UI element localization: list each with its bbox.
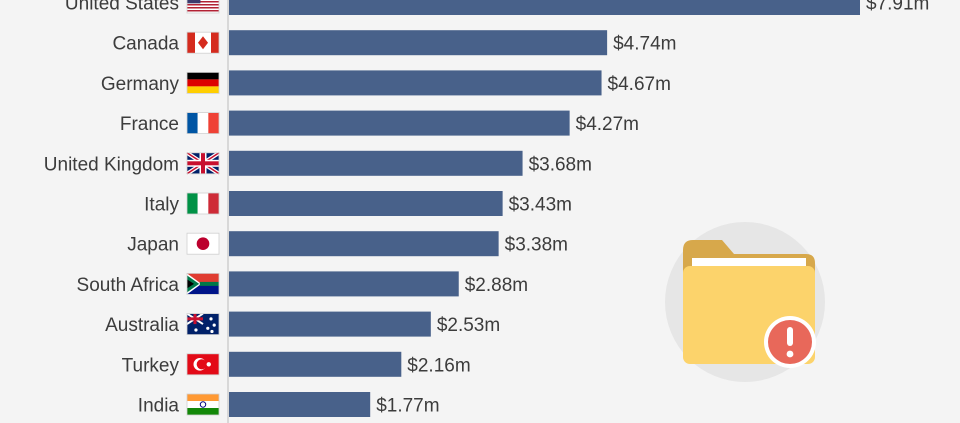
- bar: [229, 311, 431, 337]
- country-label: Australia: [105, 315, 179, 336]
- value-label: $2.53m: [437, 315, 500, 336]
- value-label: $2.88m: [465, 275, 528, 296]
- country-label: South Africa: [77, 275, 180, 296]
- bar: [229, 191, 503, 216]
- it-flag-icon: [186, 192, 220, 215]
- bar-rows: United States $7.91m Canada $4.74m Germany $4…: [44, 0, 929, 417]
- bar: [229, 351, 402, 377]
- country-label: Germany: [101, 74, 180, 95]
- bar: [229, 30, 608, 56]
- bar: [229, 110, 570, 136]
- tr-flag-icon: [186, 353, 220, 376]
- folder-alert-icon: [665, 222, 825, 382]
- value-label: $1.77m: [376, 396, 439, 417]
- in-flag-icon: [186, 393, 220, 416]
- country-label: France: [120, 114, 179, 135]
- value-label: $2.16m: [407, 355, 470, 376]
- country-label: United Kingdom: [44, 154, 179, 175]
- za-flag-icon: [186, 272, 220, 295]
- bar: [229, 231, 499, 257]
- fr-flag-icon: [186, 112, 220, 134]
- bar: [229, 70, 602, 96]
- gb-flag-icon: [185, 151, 221, 176]
- country-label: Turkey: [122, 355, 180, 376]
- bar: [229, 271, 459, 297]
- country-label: Italy: [144, 195, 179, 216]
- au-flag-icon: [186, 312, 220, 336]
- value-label: $7.91m: [866, 0, 929, 15]
- us-flag-icon: [186, 0, 220, 14]
- value-label: $4.27m: [576, 114, 639, 135]
- jp-flag-icon: [186, 232, 220, 255]
- value-label: $3.38m: [505, 235, 568, 256]
- ca-flag-icon: [186, 31, 220, 54]
- country-label: Japan: [127, 235, 179, 256]
- country-label: United States: [65, 0, 179, 15]
- value-label: $3.43m: [509, 195, 572, 216]
- value-label: $3.68m: [529, 154, 592, 175]
- value-label: $4.67m: [608, 74, 671, 95]
- country-label: India: [138, 396, 180, 417]
- de-flag-icon: [186, 72, 220, 94]
- bar: [229, 0, 860, 15]
- value-label: $4.74m: [613, 34, 676, 55]
- country-label: Canada: [112, 34, 179, 55]
- bar: [229, 392, 371, 417]
- bar: [229, 150, 523, 176]
